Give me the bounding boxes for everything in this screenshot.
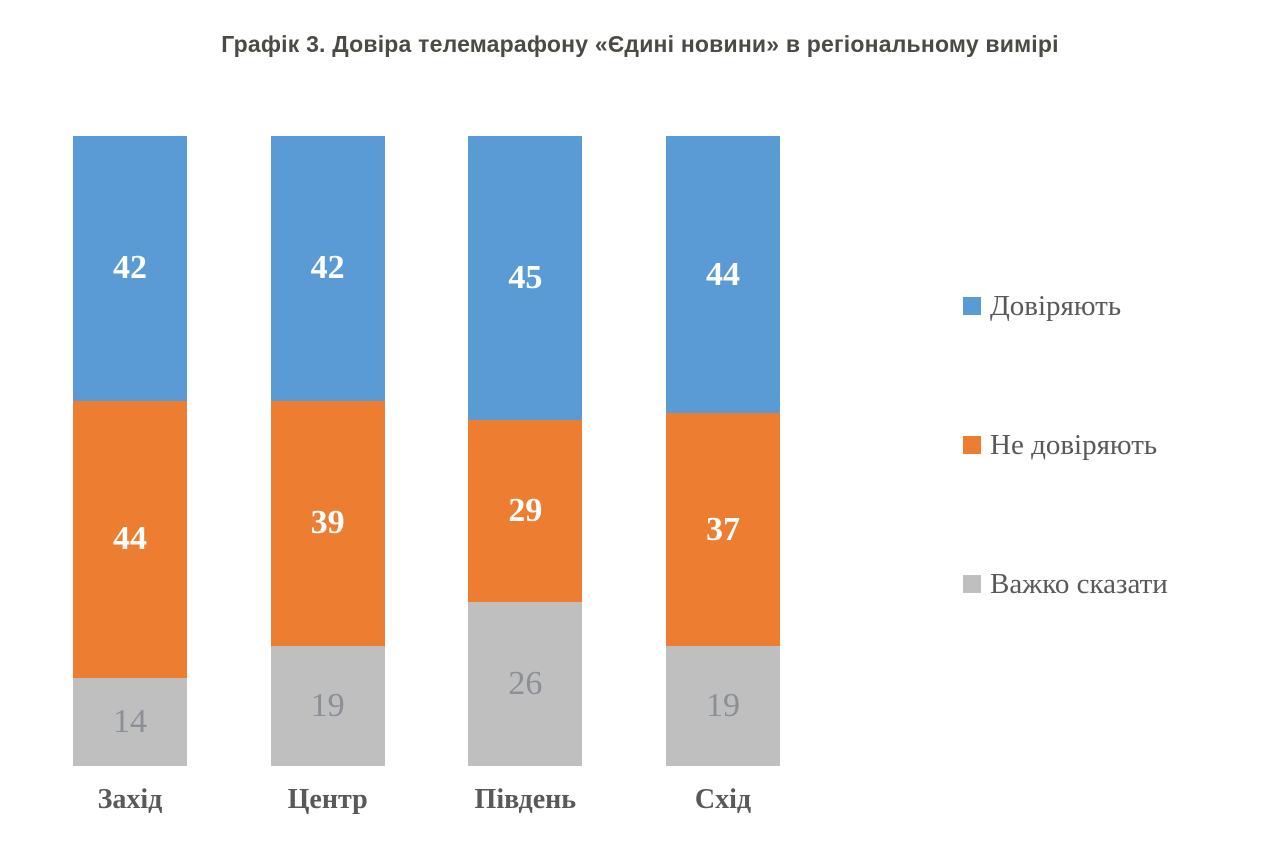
stacked-bar-1: 42 44 14 [73, 136, 187, 766]
data-label: 29 [508, 491, 543, 529]
legend-label: Важко сказати [990, 568, 1168, 600]
data-label: 19 [705, 687, 740, 725]
data-label: 42 [113, 249, 147, 287]
data-label: 42 [310, 249, 345, 287]
data-label: 14 [113, 702, 147, 740]
bar-segment: 29 [468, 419, 583, 603]
bar-segment: 42 [270, 136, 385, 401]
stacked-bar-2: 42 39 19 [270, 136, 385, 766]
category-label: Центр [287, 784, 368, 815]
bar-segment: 37 [665, 413, 780, 647]
stacked-bar-4: 44 37 19 [665, 136, 780, 766]
data-label: 44 [113, 520, 147, 558]
legend-swatch-icon [963, 575, 981, 593]
bar-segment: 45 [468, 136, 583, 420]
plot-area: 42 44 14 42 39 19 45 29 26 44 37 19 [73, 136, 780, 766]
bar-segment: 14 [73, 677, 187, 766]
bar-segment: 19 [270, 646, 385, 766]
legend-item: Важко сказати [963, 565, 1168, 603]
data-label: 37 [705, 510, 740, 548]
legend-item: Не довіряють [963, 426, 1168, 464]
legend-swatch-icon [963, 297, 981, 315]
bar-segment: 44 [73, 400, 187, 678]
data-label: 19 [310, 687, 345, 725]
category-label: Південь [474, 784, 577, 815]
chart-title: Графік 3. Довіра телемарафону «Єдині нов… [221, 31, 1059, 57]
data-label: 26 [508, 665, 543, 703]
legend-label: Не довіряють [990, 429, 1158, 461]
data-label: 45 [508, 258, 543, 296]
data-label: 44 [705, 255, 740, 293]
category-axis: Захід Центр Південь Схід [73, 784, 780, 816]
bar-segment: 44 [665, 136, 780, 414]
legend-item: Довіряють [963, 287, 1168, 325]
legend-swatch-icon [963, 436, 981, 454]
legend: Довіряють Не довіряють Важко сказати [963, 287, 1168, 603]
category-label: Схід [694, 784, 752, 815]
bar-segment: 19 [665, 646, 780, 766]
legend-label: Довіряють [990, 290, 1122, 322]
bar-segment: 26 [468, 602, 583, 766]
category-label: Захід [97, 784, 163, 815]
bar-segment: 42 [73, 136, 187, 401]
data-label: 39 [310, 504, 345, 542]
stacked-bar-3: 45 29 26 [468, 136, 583, 766]
bar-segment: 39 [270, 400, 385, 647]
